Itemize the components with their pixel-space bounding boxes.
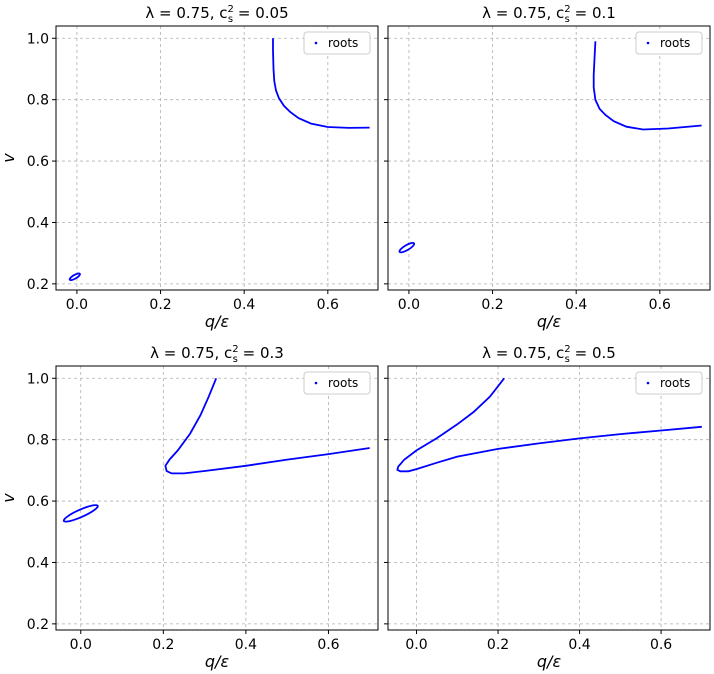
data-group (396, 377, 702, 473)
x-axis-label: q/ε (205, 312, 230, 331)
y-tick-label: 0.2 (27, 277, 49, 293)
y-tick-label: 0.8 (27, 93, 49, 109)
x-tick-label: 0.2 (487, 637, 509, 653)
title-subscript: s (228, 14, 233, 25)
legend-box (303, 31, 371, 55)
legend-label: roots (328, 376, 358, 390)
data-group (68, 38, 370, 282)
x-tick-label: 0.6 (649, 297, 671, 313)
x-tick-label: 0.2 (149, 297, 171, 313)
y-tick-label: 0.2 (27, 617, 49, 633)
title-main: λ = 0.75, c (145, 4, 227, 22)
x-tick-label: 0.4 (235, 637, 257, 653)
chart-title: λ = 0.75, c2 s = 0.1 (482, 4, 616, 25)
legend-label: roots (660, 376, 690, 390)
title-subscript: s (565, 354, 570, 365)
axes-frame (387, 25, 711, 291)
roots-curve (592, 41, 702, 131)
chart-title: λ = 0.75, c2 s = 0.5 (482, 344, 616, 365)
y-axis-label: v (0, 493, 18, 503)
title-subscript: s (565, 14, 570, 25)
title-main: λ = 0.75, c (150, 344, 232, 362)
legend-marker (646, 381, 650, 385)
roots-curve (396, 377, 702, 473)
title-main: λ = 0.75, c (482, 4, 564, 22)
legend-marker (314, 41, 318, 45)
legend-label: roots (660, 36, 690, 50)
x-tick-label: 0.4 (233, 297, 255, 313)
x-tick-label: 0.0 (66, 297, 88, 313)
title-subscript: s (233, 354, 238, 365)
title-end: = 0.5 (570, 344, 616, 362)
x-tick-label: 0.0 (398, 297, 420, 313)
x-tick-label: 0.6 (317, 637, 339, 653)
legend: roots (303, 31, 371, 55)
title-main: λ = 0.75, c (482, 344, 564, 362)
y-axis-label: v (0, 153, 18, 163)
axes-frame (55, 365, 379, 631)
y-tick-label: 0.6 (27, 494, 49, 510)
y-tick-label: 0.4 (27, 555, 49, 571)
legend: roots (635, 371, 703, 395)
chart-title: λ = 0.75, c2 s = 0.05 (145, 4, 288, 25)
title-superscript: 2 (564, 4, 570, 15)
legend-box (635, 31, 703, 55)
data-group (62, 377, 370, 523)
legend-box (635, 371, 703, 395)
title-superscript: 2 (232, 344, 238, 355)
roots-loop (62, 504, 99, 523)
chart-title: λ = 0.75, c2 s = 0.3 (150, 344, 284, 365)
subplot-1: 0.0 0.2 0.4 0.6 0.2 0.4 0.6 0.8 1.0 q/ε v λ = 0.75,… (0, 4, 379, 331)
y-tick-label: 0.4 (27, 215, 49, 231)
x-tick-label: 0.0 (405, 637, 427, 653)
x-axis-label: q/ε (537, 652, 562, 671)
subplot-3: 0.0 0.2 0.4 0.6 0.2 0.4 0.6 0.8 1.0 q/ε v λ = 0.75,… (0, 344, 379, 671)
x-tick-label: 0.6 (317, 297, 339, 313)
y-tick-label: 0.8 (27, 433, 49, 449)
subplot-4: 0.0 0.2 0.4 0.6 q/ε λ = 0.75, c2 s = 0.5 roots (384, 344, 711, 671)
legend-label: roots (328, 36, 358, 50)
y-tick-label: 0.6 (27, 154, 49, 170)
axes-frame (55, 25, 379, 291)
roots-curve (164, 377, 370, 475)
y-tick-label: 1.0 (27, 371, 49, 387)
x-tick-label: 0.2 (481, 297, 503, 313)
legend-marker (314, 381, 318, 385)
legend: roots (635, 31, 703, 55)
x-tick-label: 0.4 (565, 297, 587, 313)
x-axis-label: q/ε (205, 652, 230, 671)
title-superscript: 2 (564, 344, 570, 355)
title-end: = 0.3 (238, 344, 284, 362)
subplot-2: 0.0 0.2 0.4 0.6 q/ε λ = 0.75, c2 s = 0.1 roots (384, 4, 711, 331)
title-end: = 0.1 (570, 4, 616, 22)
legend: roots (303, 371, 371, 395)
roots-curve (272, 38, 370, 129)
y-tick-label: 1.0 (27, 31, 49, 47)
roots-loop (398, 242, 416, 254)
legend-box (303, 371, 371, 395)
data-group (398, 41, 702, 254)
title-end: = 0.05 (233, 4, 289, 22)
title-superscript: 2 (228, 4, 234, 15)
axes-frame (387, 365, 711, 631)
x-tick-label: 0.2 (152, 637, 174, 653)
x-tick-label: 0.4 (568, 637, 590, 653)
roots-loop (68, 272, 81, 282)
x-tick-label: 0.6 (650, 637, 672, 653)
x-tick-label: 0.0 (70, 637, 92, 653)
x-axis-label: q/ε (537, 312, 562, 331)
legend-marker (646, 41, 650, 45)
